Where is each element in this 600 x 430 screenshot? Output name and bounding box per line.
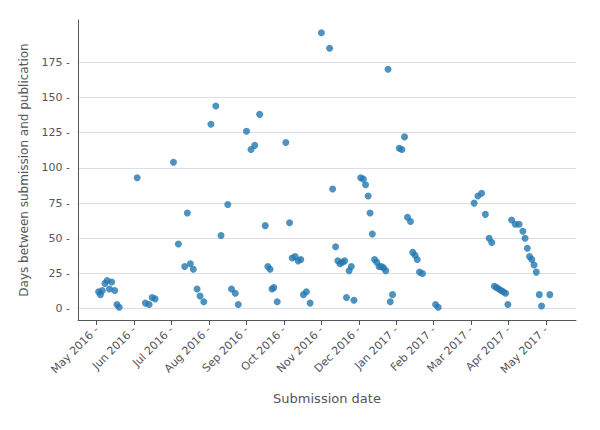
- svg-text:Jul 2016 -: Jul 2016 -: [130, 323, 177, 370]
- svg-text:150 -: 150 -: [42, 91, 70, 104]
- svg-text:Nov 2016 -: Nov 2016 -: [274, 323, 326, 376]
- svg-text:175 -: 175 -: [42, 56, 70, 69]
- svg-text:0 -: 0 -: [56, 302, 70, 315]
- svg-text:75 -: 75 -: [49, 197, 70, 210]
- svg-text:50 -: 50 -: [49, 232, 70, 245]
- svg-text:Apr 2017 -: Apr 2017 -: [463, 323, 514, 374]
- svg-text:Oct 2016 -: Oct 2016 -: [238, 323, 289, 374]
- svg-text:Days between submission and pu: Days between submission and publication: [17, 43, 31, 296]
- svg-text:25 -: 25 -: [49, 267, 70, 280]
- svg-text:Jun 2016 -: Jun 2016 -: [89, 323, 139, 373]
- svg-text:May 2016 -: May 2016 -: [49, 323, 102, 376]
- svg-text:Mar 2017 -: Mar 2017 -: [424, 323, 476, 375]
- svg-text:100 -: 100 -: [42, 161, 70, 174]
- svg-text:Dec 2016 -: Dec 2016 -: [311, 323, 364, 376]
- svg-text:Aug 2016 -: Aug 2016 -: [161, 323, 214, 376]
- svg-text:125 -: 125 -: [42, 126, 70, 139]
- svg-text:Sep 2016 -: Sep 2016 -: [199, 323, 252, 375]
- svg-text:Submission date: Submission date: [273, 391, 381, 406]
- svg-text:Jan 2017 -: Jan 2017 -: [352, 323, 401, 373]
- svg-text:Feb 2017 -: Feb 2017 -: [387, 323, 439, 374]
- svg-text:May 2017 -: May 2017 -: [498, 323, 551, 376]
